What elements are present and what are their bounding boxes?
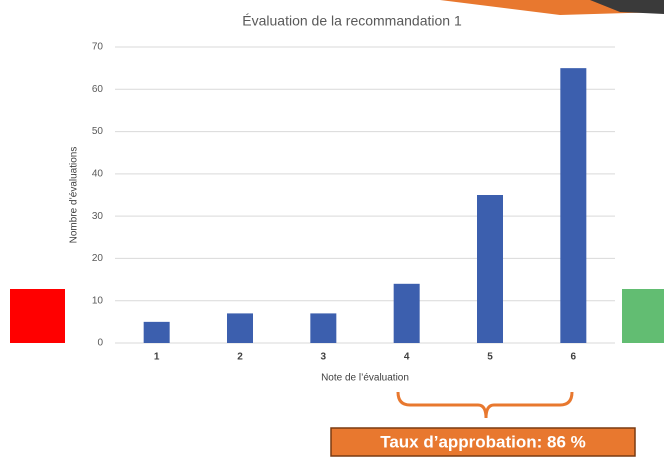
y-tick-label: 20 — [92, 253, 104, 264]
y-tick-label: 40 — [92, 168, 104, 179]
y-tick-label: 30 — [92, 211, 104, 222]
annotation-box — [330, 427, 636, 457]
x-tick-label: 6 — [571, 352, 577, 363]
y-tick-label: 0 — [97, 338, 103, 349]
bar — [310, 313, 337, 343]
bar — [477, 195, 503, 343]
low-score-marker — [10, 289, 65, 343]
brace — [396, 391, 574, 419]
bar — [560, 68, 587, 344]
y-tick-label: 50 — [92, 126, 104, 137]
y-tick-label: 60 — [92, 84, 104, 95]
y-axis-label: Nombre d’évaluations — [69, 147, 80, 244]
decoration — [590, 0, 664, 14]
high-score-marker — [622, 289, 664, 343]
y-tick-label: 70 — [92, 42, 104, 53]
x-tick-label: 1 — [154, 352, 160, 363]
bar — [143, 321, 170, 343]
y-tick-label: 10 — [92, 295, 104, 306]
x-tick-label: 4 — [404, 352, 410, 363]
x-tick-label: 5 — [487, 352, 493, 363]
annotation: Taux d’approbation: 86 % — [380, 432, 586, 451]
x-tick-label: 2 — [237, 352, 243, 363]
chart-title: Évaluation de la recommandation 1 — [242, 13, 462, 29]
x-tick-label: 3 — [321, 352, 327, 363]
bar — [393, 283, 420, 343]
x-axis-label: Note de l’évaluation — [321, 373, 409, 384]
bar — [227, 313, 253, 343]
